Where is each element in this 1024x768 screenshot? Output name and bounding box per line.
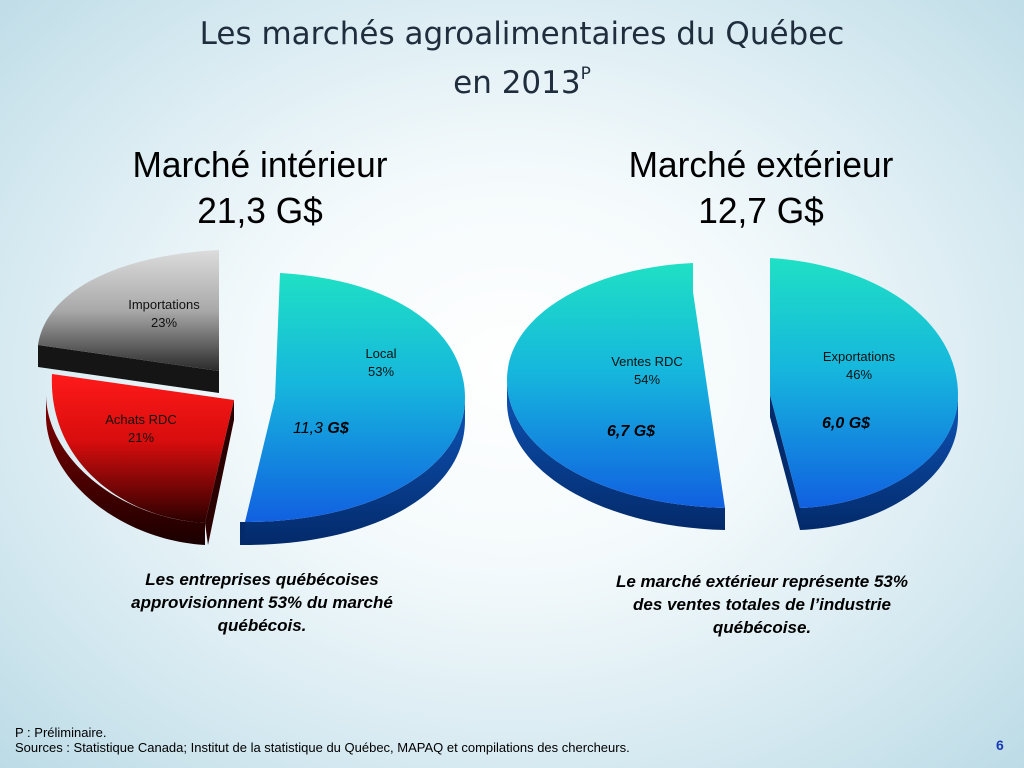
slice-achats-rdc [46, 374, 234, 545]
amount-exportations: 6,0 G$ [822, 415, 871, 432]
footer: P : Préliminaire. Sources : Statistique … [15, 725, 630, 755]
label-importations: Importations [128, 297, 200, 312]
note-interieur-line-3: québécois. [217, 616, 307, 635]
note-exterieur-line-1: Le marché extérieur représente 53% [616, 572, 908, 591]
label-exportations-pct: 46% [846, 367, 872, 382]
note-interieur: Les entreprises québécoises approvisionn… [82, 568, 442, 637]
slice-local [240, 273, 465, 545]
note-interieur-line-1: Les entreprises québécoises [145, 570, 379, 589]
slice-importations-top [38, 250, 219, 371]
slice-ventes-side [507, 380, 725, 530]
slice-achats-top [51, 374, 234, 523]
slice-exportations-top [770, 258, 958, 508]
label-exportations: Exportations [823, 349, 896, 364]
slice-exportations-side [800, 395, 958, 530]
heading-exterieur-title: Marché extérieur [628, 144, 894, 185]
amount-ventes-rdc: 6,7 G$ [607, 423, 656, 440]
label-local: Local [365, 346, 396, 361]
heading-marche-exterieur: Marché extérieur 12,7 G$ [565, 142, 957, 234]
note-exterieur-line-2: des ventes totales de l’industrie [633, 595, 891, 614]
pie-chart-exterieur [507, 258, 958, 530]
label-ventes-rdc-pct: 54% [634, 372, 660, 387]
pie-chart-interieur [38, 250, 465, 545]
slice-importations [38, 250, 219, 393]
label-local-pct: 53% [368, 364, 394, 379]
label-achats-rdc: Achats RDC [105, 412, 177, 427]
label-achats-rdc-pct: 21% [128, 430, 154, 445]
title-year: en 2013 [453, 65, 581, 101]
label-importations-pct: 23% [151, 315, 177, 330]
heading-marche-interieur: Marché intérieur 21,3 G$ [64, 142, 456, 234]
slice-exportations [770, 258, 958, 530]
slice-local-top [245, 273, 465, 522]
title-superscript: P [580, 64, 591, 84]
slice-local-side [245, 398, 465, 545]
footer-note: P : Préliminaire. [15, 725, 107, 740]
footer-sources: Sources : Statistique Canada; Institut d… [15, 740, 630, 755]
heading-exterieur-total: 12,7 G$ [698, 190, 824, 231]
title-line-2: en 2013P [0, 54, 1024, 103]
slice-ventes-rdc [507, 263, 725, 530]
title-line-1: Les marchés agroalimentaires du Québec [199, 16, 845, 52]
heading-interieur-total: 21,3 G$ [197, 190, 323, 231]
slice-importations-side [38, 345, 219, 393]
amount-local: 11,3 G$ [293, 420, 350, 437]
heading-interieur-title: Marché intérieur [132, 144, 388, 185]
note-interieur-line-2: approvisionnent 53% du marché [131, 593, 393, 612]
note-exterieur: Le marché extérieur représente 53% des v… [572, 570, 952, 639]
slide-title: Les marchés agroalimentaires du Québec e… [0, 14, 1024, 103]
page-number: 6 [996, 737, 1004, 753]
label-ventes-rdc: Ventes RDC [611, 354, 683, 369]
note-exterieur-line-3: québécoise. [712, 618, 812, 637]
amount-local-number: 11,3 [293, 420, 323, 437]
slice-ventes-top [507, 263, 725, 508]
slice-achats-side [46, 396, 205, 545]
amount-local-unit: G$ [323, 420, 350, 437]
